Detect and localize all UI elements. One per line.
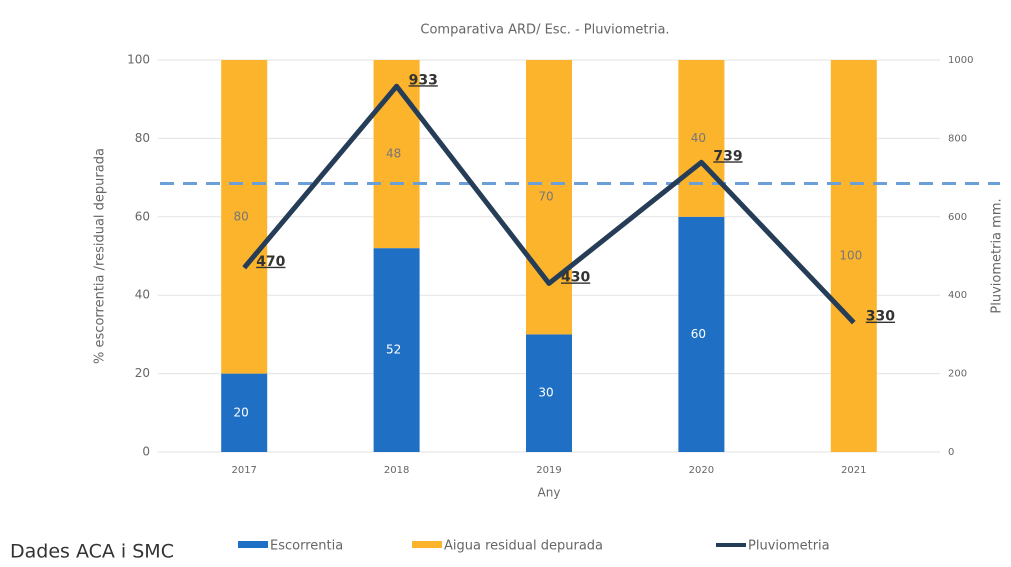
y-axis-title: % escorrentia /residual depurada (93, 148, 108, 364)
y2-tick-label: 800 (948, 133, 967, 144)
bar-segment (678, 216, 725, 452)
bar-segment (373, 248, 420, 452)
y2-tick-label: 1000 (948, 55, 973, 66)
legend-label: Pluviometria (748, 539, 830, 554)
bar-value-label: 20 (234, 405, 249, 419)
legend-label: Aigua residual depurada (444, 539, 603, 554)
x-axis-title: Any (538, 486, 561, 500)
legend-swatch (412, 541, 442, 548)
line-value-label: 739 (713, 148, 742, 164)
bar-value-label: 40 (691, 131, 706, 145)
bar-segment (830, 60, 877, 452)
line-value-label: 330 (866, 309, 895, 325)
bar-segment (526, 334, 572, 452)
x-tick-label: 2021 (841, 465, 866, 476)
line-value-label: 933 (409, 72, 438, 88)
line-value-label: 470 (256, 254, 285, 270)
legend-label: Escorrentia (270, 539, 343, 554)
bar-value-label: 30 (538, 386, 553, 400)
bar-segment (526, 60, 572, 335)
bar-value-label: 100 (839, 249, 862, 263)
legend-swatch (238, 541, 268, 548)
y2-tick-label: 600 (948, 212, 967, 223)
y-tick-label: 100 (127, 53, 150, 67)
bar-value-label: 80 (234, 209, 249, 223)
bar-segment (221, 373, 268, 452)
bar-value-label: 70 (538, 190, 553, 204)
y-tick-label: 60 (135, 209, 150, 223)
y2-tick-label: 200 (948, 369, 967, 380)
y2-axis-title: Pluviometria mm. (990, 198, 1005, 313)
bar-value-label: 48 (386, 147, 401, 161)
bar-segment (373, 60, 420, 249)
bar-segment (221, 60, 268, 374)
y-tick-label: 20 (135, 366, 150, 380)
x-tick-label: 2020 (689, 465, 714, 476)
chart-title: Comparativa ARD/ Esc. - Pluviometria. (420, 23, 669, 38)
y2-tick-label: 0 (948, 447, 954, 458)
y-tick-label: 80 (135, 131, 150, 145)
bar-value-label: 60 (691, 327, 706, 341)
x-tick-label: 2017 (231, 465, 256, 476)
bar-value-label: 52 (386, 343, 401, 357)
y-tick-label: 0 (142, 445, 150, 459)
y-tick-label: 40 (135, 288, 150, 302)
y2-tick-label: 400 (948, 290, 967, 301)
x-tick-label: 2018 (384, 465, 409, 476)
line-series (242, 83, 856, 325)
x-tick-label: 2019 (536, 465, 561, 476)
bar-segment (678, 60, 725, 217)
source-note: Dades ACA i SMC (10, 541, 174, 563)
line-value-label: 430 (561, 269, 590, 285)
